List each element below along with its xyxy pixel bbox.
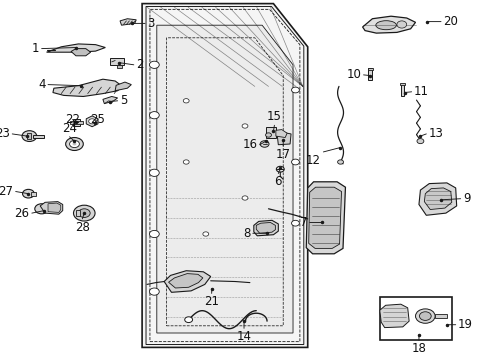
Bar [380, 297, 452, 340]
Polygon shape [256, 222, 275, 233]
Bar [27, 133, 31, 139]
Polygon shape [254, 220, 278, 236]
Circle shape [183, 160, 189, 164]
Polygon shape [157, 25, 293, 333]
Circle shape [397, 21, 407, 28]
Circle shape [183, 99, 189, 103]
Circle shape [73, 143, 76, 145]
Text: 23: 23 [0, 127, 10, 140]
Text: 15: 15 [267, 111, 282, 123]
Circle shape [78, 209, 90, 217]
Circle shape [35, 204, 49, 214]
Bar [70, 121, 83, 124]
Bar [110, 58, 124, 65]
Text: 16: 16 [242, 138, 257, 151]
Polygon shape [306, 182, 345, 254]
Circle shape [266, 133, 271, 137]
Polygon shape [53, 79, 123, 96]
Bar [117, 65, 122, 68]
Text: 9: 9 [463, 192, 470, 205]
Text: 4: 4 [38, 78, 46, 91]
Text: 3: 3 [147, 17, 155, 30]
Polygon shape [380, 304, 409, 328]
Circle shape [203, 232, 209, 236]
Circle shape [276, 166, 284, 172]
Text: 5: 5 [120, 94, 127, 107]
Ellipse shape [376, 21, 396, 30]
Circle shape [23, 189, 34, 198]
Polygon shape [120, 19, 136, 25]
Polygon shape [115, 82, 131, 91]
Bar [368, 68, 373, 70]
Text: 12: 12 [306, 154, 321, 167]
Bar [401, 84, 404, 96]
Circle shape [292, 87, 299, 93]
Text: 28: 28 [75, 221, 90, 234]
Circle shape [260, 141, 269, 147]
Text: 7: 7 [300, 216, 307, 229]
Text: 1: 1 [32, 42, 39, 55]
Polygon shape [47, 44, 105, 52]
Text: 14: 14 [237, 330, 251, 343]
Bar [73, 119, 80, 126]
Text: 26: 26 [14, 207, 29, 220]
Circle shape [185, 317, 193, 323]
Circle shape [22, 131, 37, 141]
Bar [368, 68, 372, 80]
Polygon shape [424, 188, 452, 210]
Bar [266, 127, 276, 138]
Circle shape [292, 159, 299, 165]
Circle shape [149, 230, 159, 238]
Polygon shape [164, 271, 211, 292]
Polygon shape [86, 116, 98, 127]
Text: 27: 27 [0, 185, 13, 198]
Text: 6: 6 [274, 175, 282, 188]
Text: 13: 13 [429, 127, 443, 140]
Circle shape [149, 112, 159, 119]
Circle shape [70, 140, 79, 148]
Bar [33, 135, 44, 138]
Circle shape [149, 169, 159, 176]
Text: 2: 2 [136, 58, 144, 71]
Circle shape [149, 61, 159, 68]
Circle shape [66, 138, 83, 150]
Text: 19: 19 [458, 318, 473, 331]
Text: 22: 22 [65, 113, 80, 126]
Circle shape [292, 220, 299, 226]
Circle shape [338, 160, 343, 164]
Bar [31, 192, 36, 196]
Circle shape [89, 119, 96, 124]
Polygon shape [169, 274, 203, 288]
Bar [76, 210, 80, 216]
Polygon shape [103, 96, 118, 104]
Polygon shape [142, 4, 308, 347]
Polygon shape [71, 49, 91, 56]
Text: 17: 17 [276, 148, 291, 161]
Text: 24: 24 [62, 122, 77, 135]
Polygon shape [419, 183, 457, 215]
Polygon shape [363, 16, 416, 33]
Text: 8: 8 [243, 227, 250, 240]
Circle shape [419, 312, 431, 320]
Circle shape [149, 288, 159, 295]
Text: 10: 10 [346, 68, 361, 81]
Circle shape [242, 124, 248, 128]
Polygon shape [277, 132, 291, 145]
Polygon shape [309, 187, 342, 248]
Text: 20: 20 [443, 15, 458, 28]
Text: 21: 21 [204, 295, 219, 308]
Text: 18: 18 [412, 342, 426, 355]
Text: 25: 25 [91, 113, 105, 126]
Polygon shape [48, 203, 61, 212]
Text: 11: 11 [414, 85, 429, 98]
Polygon shape [276, 130, 287, 138]
Circle shape [416, 309, 435, 323]
Bar [400, 83, 405, 85]
Circle shape [417, 139, 424, 144]
Circle shape [242, 196, 248, 200]
Polygon shape [40, 202, 63, 214]
Circle shape [74, 205, 95, 221]
Bar [435, 314, 447, 318]
